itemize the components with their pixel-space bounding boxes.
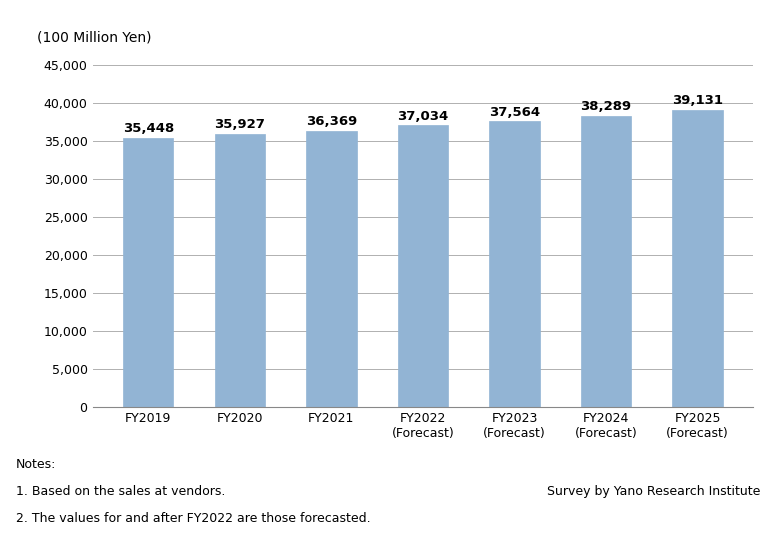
Bar bbox=[123, 138, 174, 406]
Text: 36,369: 36,369 bbox=[306, 115, 357, 128]
Text: 37,034: 37,034 bbox=[397, 110, 449, 123]
Text: 38,289: 38,289 bbox=[580, 100, 632, 113]
Bar bbox=[215, 134, 265, 406]
Text: Survey by Yano Research Institute: Survey by Yano Research Institute bbox=[547, 485, 760, 498]
Bar bbox=[672, 109, 722, 406]
Bar bbox=[307, 131, 356, 406]
Text: 37,564: 37,564 bbox=[489, 106, 540, 119]
Bar bbox=[490, 121, 539, 406]
Text: 1. Based on the sales at vendors.: 1. Based on the sales at vendors. bbox=[16, 485, 225, 498]
Text: Notes:: Notes: bbox=[16, 458, 56, 471]
Text: 35,448: 35,448 bbox=[123, 122, 174, 135]
Text: (100 Million Yen): (100 Million Yen) bbox=[37, 30, 151, 44]
Bar bbox=[581, 116, 631, 406]
Text: 2. The values for and after FY2022 are those forecasted.: 2. The values for and after FY2022 are t… bbox=[16, 512, 370, 525]
Bar bbox=[398, 126, 448, 406]
Text: 35,927: 35,927 bbox=[214, 118, 265, 131]
Text: 39,131: 39,131 bbox=[672, 94, 723, 107]
